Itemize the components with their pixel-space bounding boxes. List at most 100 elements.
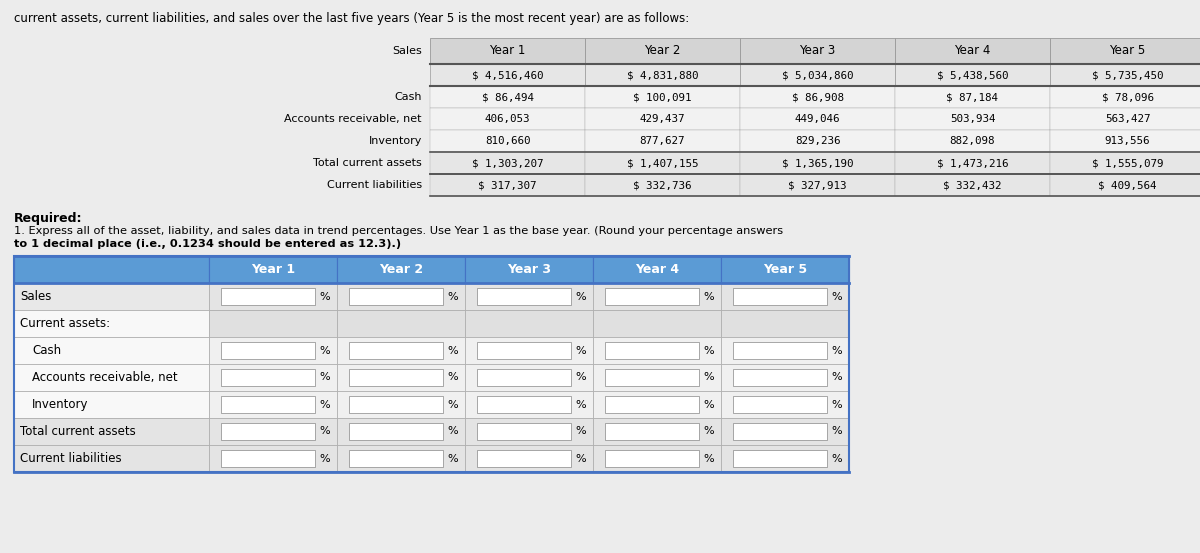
Bar — [337, 310, 466, 337]
Bar — [337, 256, 466, 283]
Text: $ 87,184: $ 87,184 — [947, 92, 998, 102]
Text: $ 1,555,079: $ 1,555,079 — [1092, 158, 1163, 168]
Text: $ 86,494: $ 86,494 — [481, 92, 534, 102]
Bar — [221, 369, 314, 386]
Bar — [721, 391, 850, 418]
Bar — [740, 152, 895, 174]
Bar — [586, 152, 740, 174]
Bar — [593, 391, 721, 418]
Text: %: % — [446, 399, 457, 410]
Text: %: % — [319, 399, 330, 410]
Text: 882,098: 882,098 — [949, 136, 995, 146]
Bar — [740, 64, 895, 86]
Bar — [221, 342, 314, 359]
Bar — [586, 38, 740, 64]
Bar — [430, 64, 586, 86]
Text: 877,627: 877,627 — [640, 136, 685, 146]
Text: Cash: Cash — [395, 92, 422, 102]
Bar — [593, 310, 721, 337]
Text: Accounts receivable, net: Accounts receivable, net — [32, 371, 178, 384]
Text: $ 317,307: $ 317,307 — [479, 180, 536, 190]
Text: 429,437: 429,437 — [640, 114, 685, 124]
Bar — [605, 288, 698, 305]
Bar — [221, 288, 314, 305]
Text: $ 332,432: $ 332,432 — [943, 180, 1002, 190]
Bar — [349, 450, 443, 467]
Bar — [721, 283, 850, 310]
Bar — [1050, 108, 1200, 130]
Bar — [430, 38, 586, 64]
Bar — [209, 256, 337, 283]
Bar — [605, 396, 698, 413]
Text: %: % — [703, 453, 714, 463]
Text: %: % — [446, 373, 457, 383]
Text: Year 1: Year 1 — [251, 263, 295, 276]
Bar — [740, 130, 895, 152]
Bar — [593, 364, 721, 391]
Bar — [349, 288, 443, 305]
Bar — [209, 364, 337, 391]
Text: Sales: Sales — [392, 46, 422, 56]
Bar — [466, 418, 593, 445]
Bar — [209, 418, 337, 445]
Text: $ 409,564: $ 409,564 — [1098, 180, 1157, 190]
Text: $ 1,473,216: $ 1,473,216 — [937, 158, 1008, 168]
Bar — [337, 283, 466, 310]
Text: %: % — [575, 426, 586, 436]
Bar — [593, 445, 721, 472]
Text: %: % — [703, 291, 714, 301]
Bar — [209, 337, 337, 364]
Text: 503,934: 503,934 — [949, 114, 995, 124]
Text: %: % — [319, 291, 330, 301]
Bar — [466, 283, 593, 310]
Bar — [895, 108, 1050, 130]
Text: Cash: Cash — [32, 344, 61, 357]
Text: $ 332,736: $ 332,736 — [634, 180, 691, 190]
Bar — [733, 369, 827, 386]
Bar — [740, 38, 895, 64]
Bar — [430, 86, 586, 108]
Bar — [337, 364, 466, 391]
Text: Inventory: Inventory — [32, 398, 89, 411]
Bar — [430, 174, 586, 196]
Bar — [605, 450, 698, 467]
Text: Required:: Required: — [14, 212, 83, 225]
Bar — [740, 86, 895, 108]
Text: 563,427: 563,427 — [1105, 114, 1151, 124]
Bar — [895, 38, 1050, 64]
Bar — [337, 418, 466, 445]
Bar — [337, 445, 466, 472]
Text: %: % — [319, 346, 330, 356]
Bar — [209, 445, 337, 472]
Text: %: % — [703, 426, 714, 436]
Text: %: % — [319, 453, 330, 463]
Bar — [605, 342, 698, 359]
Bar — [14, 256, 209, 283]
Text: %: % — [830, 373, 841, 383]
Text: $ 4,831,880: $ 4,831,880 — [626, 70, 698, 80]
Text: %: % — [703, 373, 714, 383]
Bar — [1050, 86, 1200, 108]
Bar — [593, 256, 721, 283]
Bar — [466, 364, 593, 391]
Bar — [14, 337, 209, 364]
Bar — [593, 337, 721, 364]
Bar — [721, 445, 850, 472]
Bar — [895, 152, 1050, 174]
Text: Year 5: Year 5 — [763, 263, 808, 276]
Bar — [478, 450, 571, 467]
Text: $ 78,096: $ 78,096 — [1102, 92, 1153, 102]
Text: %: % — [446, 453, 457, 463]
Bar — [221, 450, 314, 467]
Text: Year 2: Year 2 — [379, 263, 424, 276]
Text: %: % — [830, 346, 841, 356]
Text: 1. Express all of the asset, liability, and sales data in trend percentages. Use: 1. Express all of the asset, liability, … — [14, 226, 784, 236]
Bar — [349, 369, 443, 386]
Bar — [478, 396, 571, 413]
Text: Year 3: Year 3 — [508, 263, 551, 276]
Bar — [209, 391, 337, 418]
Bar — [593, 283, 721, 310]
Text: %: % — [575, 453, 586, 463]
Bar — [740, 108, 895, 130]
Text: Year 4: Year 4 — [954, 44, 991, 58]
